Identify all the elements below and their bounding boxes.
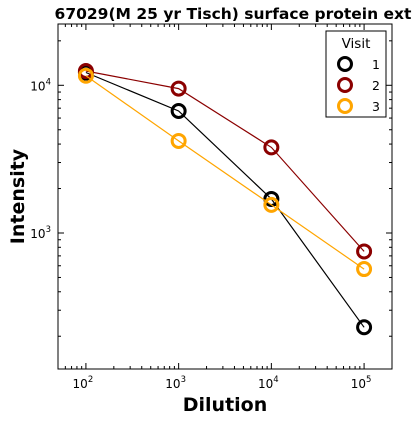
y-tick-label-exponent: 3	[46, 225, 51, 235]
x-tick-label-base: 10	[73, 377, 88, 391]
legend-label-1: 1	[372, 57, 380, 72]
series-2-line	[86, 71, 364, 251]
x-tick-label-base: 10	[165, 377, 180, 391]
y-tick-label: 104	[30, 77, 51, 93]
series-1-line	[86, 73, 364, 328]
y-tick-label: 103	[30, 225, 51, 241]
x-tick-label: 103	[165, 375, 186, 391]
x-tick-label-exponent: 3	[181, 375, 186, 385]
y-tick-label-base: 10	[30, 79, 45, 93]
x-tick-label: 102	[73, 375, 94, 391]
legend: Visit 1 2 3	[326, 31, 386, 117]
y-tick-label-exponent: 4	[46, 77, 51, 87]
y-axis-label: Intensity	[7, 148, 29, 244]
legend-label-3: 3	[372, 99, 380, 114]
x-tick-label-base: 10	[351, 377, 366, 391]
legend-label-2: 2	[372, 78, 380, 93]
x-tick-label-exponent: 2	[88, 375, 93, 385]
x-tick-label-base: 10	[258, 377, 273, 391]
x-tick-label: 104	[258, 375, 279, 391]
x-tick-label-exponent: 5	[366, 375, 371, 385]
legend-title: Visit	[342, 36, 371, 52]
series-3-line	[86, 76, 364, 269]
y-tick-label-base: 10	[30, 227, 45, 241]
series-2-point	[358, 245, 371, 258]
x-axis-label: Dilution	[183, 394, 268, 416]
x-tick-label: 105	[351, 375, 372, 391]
chart-title: 67029(M 25 yr Tisch) surface protein ext	[55, 5, 413, 23]
x-tick-label-exponent: 4	[273, 375, 278, 385]
